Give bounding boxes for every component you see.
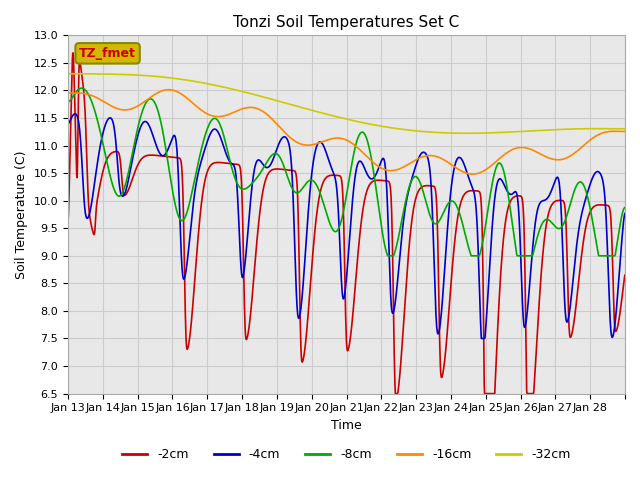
-8cm: [621, 204, 629, 210]
Line: -4cm: -4cm: [68, 114, 625, 338]
-32cm: [560, 126, 568, 132]
-4cm: [64, 121, 72, 127]
Legend: -2cm, -4cm, -8cm, -16cm, -32cm: -2cm, -4cm, -8cm, -16cm, -32cm: [117, 443, 576, 466]
-2cm: [479, 237, 486, 242]
-8cm: [614, 232, 622, 238]
-16cm: [560, 156, 568, 162]
-16cm: [164, 87, 172, 93]
-2cm: [332, 172, 340, 178]
-4cm: [71, 111, 79, 117]
-2cm: [69, 50, 77, 56]
-8cm: [332, 228, 340, 234]
-32cm: [321, 111, 329, 117]
-32cm: [64, 71, 72, 77]
-8cm: [77, 85, 85, 91]
-8cm: [64, 99, 72, 105]
-4cm: [560, 285, 568, 291]
-4cm: [621, 211, 629, 216]
-2cm: [614, 320, 622, 325]
-4cm: [614, 281, 622, 287]
-16cm: [479, 169, 486, 175]
-32cm: [463, 131, 470, 136]
-8cm: [322, 208, 330, 214]
Line: -32cm: -32cm: [68, 74, 625, 133]
-16cm: [614, 129, 622, 134]
-32cm: [332, 114, 340, 120]
-32cm: [151, 73, 159, 79]
-4cm: [322, 148, 330, 154]
-4cm: [479, 336, 486, 341]
Line: -2cm: -2cm: [68, 53, 625, 394]
-8cm: [479, 240, 486, 246]
X-axis label: Time: Time: [331, 419, 362, 432]
Title: Tonzi Soil Temperatures Set C: Tonzi Soil Temperatures Set C: [234, 15, 460, 30]
Text: TZ_fmet: TZ_fmet: [79, 47, 136, 60]
-16cm: [468, 171, 476, 177]
-2cm: [560, 200, 568, 205]
Y-axis label: Soil Temperature (C): Soil Temperature (C): [15, 150, 28, 279]
-2cm: [392, 391, 399, 396]
-32cm: [621, 126, 629, 132]
-16cm: [64, 90, 72, 96]
-2cm: [621, 272, 629, 278]
-8cm: [152, 101, 159, 107]
-8cm: [560, 220, 568, 226]
-2cm: [64, 218, 72, 224]
-16cm: [332, 135, 340, 141]
-2cm: [322, 175, 330, 181]
-16cm: [151, 91, 159, 97]
-2cm: [152, 153, 159, 158]
-32cm: [478, 130, 486, 136]
Line: -16cm: -16cm: [68, 90, 625, 174]
Line: -8cm: -8cm: [68, 88, 625, 256]
-4cm: [152, 140, 159, 146]
-16cm: [621, 129, 629, 134]
-8cm: [384, 253, 392, 259]
-4cm: [477, 336, 485, 341]
-32cm: [614, 126, 622, 132]
-16cm: [322, 138, 330, 144]
-4cm: [332, 181, 340, 187]
